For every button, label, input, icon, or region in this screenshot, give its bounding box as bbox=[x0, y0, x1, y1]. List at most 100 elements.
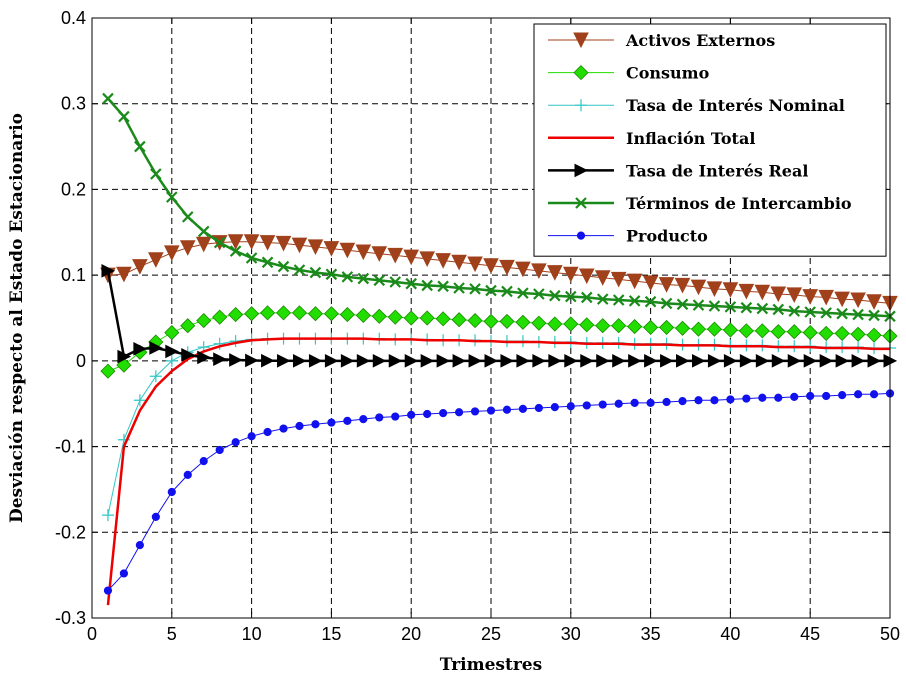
data-point bbox=[259, 235, 276, 251]
data-point bbox=[742, 394, 751, 403]
data-point bbox=[754, 284, 771, 301]
data-point bbox=[867, 354, 882, 368]
legend-entry: Tasa de Interés Nominal bbox=[548, 96, 845, 115]
data-point bbox=[118, 110, 130, 123]
data-point bbox=[484, 354, 499, 368]
data-point bbox=[644, 295, 657, 308]
data-point bbox=[467, 313, 483, 329]
legend-label: Producto bbox=[626, 227, 708, 246]
legend: Activos Externos Consumo Tasa de Interés N… bbox=[533, 23, 887, 257]
data-point bbox=[531, 315, 547, 331]
data-point bbox=[786, 324, 802, 340]
data-point bbox=[772, 303, 785, 316]
data-point bbox=[706, 321, 723, 337]
series-line bbox=[106, 337, 890, 606]
data-point bbox=[452, 354, 467, 368]
data-point bbox=[149, 341, 163, 355]
data-point bbox=[866, 294, 882, 310]
data-point bbox=[277, 353, 291, 368]
data-point bbox=[468, 354, 483, 368]
data-point bbox=[515, 261, 531, 278]
data-point bbox=[291, 305, 308, 321]
data-point bbox=[626, 273, 643, 290]
data-point bbox=[311, 420, 320, 429]
data-point bbox=[436, 354, 451, 368]
data-point bbox=[343, 416, 352, 425]
data-point bbox=[834, 291, 850, 308]
data-point bbox=[723, 354, 738, 368]
data-point bbox=[453, 282, 465, 294]
data-point bbox=[323, 241, 340, 257]
data-point bbox=[421, 279, 433, 292]
data-point bbox=[582, 401, 591, 410]
legend-marker bbox=[573, 32, 589, 49]
data-point bbox=[500, 354, 515, 368]
y-tick-label: 0.4 bbox=[61, 8, 86, 28]
data-point bbox=[119, 569, 129, 578]
data-point bbox=[405, 277, 417, 290]
x-tick-label: 10 bbox=[242, 624, 262, 644]
data-point bbox=[532, 354, 546, 368]
y-tick-label: 0 bbox=[76, 351, 86, 371]
data-point bbox=[614, 399, 623, 408]
data-point bbox=[550, 403, 559, 412]
data-point bbox=[467, 256, 483, 273]
x-tick-label: 40 bbox=[720, 624, 740, 644]
data-point bbox=[134, 140, 146, 153]
data-point bbox=[243, 234, 260, 250]
x-axis-label: Trimestres bbox=[440, 655, 542, 675]
data-point bbox=[596, 354, 610, 368]
data-point bbox=[404, 354, 419, 368]
data-point bbox=[580, 291, 593, 304]
data-point bbox=[195, 236, 212, 253]
data-point bbox=[850, 292, 866, 309]
data-point bbox=[199, 457, 208, 466]
data-point bbox=[499, 259, 515, 276]
data-point bbox=[485, 284, 497, 297]
data-point bbox=[228, 307, 244, 323]
data-point bbox=[501, 285, 513, 298]
legend-label: Consumo bbox=[626, 64, 710, 83]
data-point bbox=[454, 408, 464, 417]
data-point bbox=[419, 310, 435, 326]
data-point bbox=[534, 403, 543, 413]
data-point bbox=[215, 445, 224, 455]
data-point bbox=[163, 245, 180, 261]
data-point bbox=[295, 421, 304, 431]
legend-entry: Inflación Total bbox=[548, 129, 755, 148]
data-point bbox=[594, 270, 611, 286]
y-axis-label: Desviación respecto al Estado Estacionar… bbox=[7, 113, 27, 523]
data-point bbox=[869, 390, 879, 399]
data-point bbox=[691, 354, 706, 368]
legend-label: Activos Externos bbox=[625, 31, 775, 50]
data-point bbox=[387, 247, 404, 264]
data-point bbox=[819, 354, 834, 368]
data-point bbox=[658, 319, 675, 335]
data-point bbox=[307, 306, 324, 322]
legend-marker bbox=[575, 99, 587, 112]
legend-marker bbox=[576, 231, 586, 240]
data-point bbox=[227, 234, 244, 250]
data-point bbox=[806, 391, 815, 401]
data-point bbox=[371, 246, 388, 262]
data-point bbox=[439, 409, 448, 418]
data-point bbox=[359, 415, 368, 424]
legend-label: Inflación Total bbox=[626, 129, 755, 148]
data-point bbox=[820, 307, 832, 319]
data-point bbox=[611, 318, 627, 334]
data-point bbox=[101, 264, 116, 278]
data-point bbox=[324, 354, 339, 368]
data-point bbox=[565, 290, 577, 303]
data-point bbox=[694, 396, 703, 405]
data-point bbox=[578, 268, 595, 285]
data-point bbox=[327, 418, 336, 427]
data-point bbox=[244, 306, 260, 322]
data-point bbox=[308, 354, 323, 368]
x-tick-label: 35 bbox=[641, 624, 661, 644]
data-point bbox=[835, 354, 850, 368]
data-point bbox=[596, 293, 609, 305]
data-point bbox=[706, 281, 723, 297]
data-point bbox=[116, 266, 132, 283]
x-tick-label: 25 bbox=[481, 624, 501, 644]
data-point bbox=[197, 225, 210, 238]
